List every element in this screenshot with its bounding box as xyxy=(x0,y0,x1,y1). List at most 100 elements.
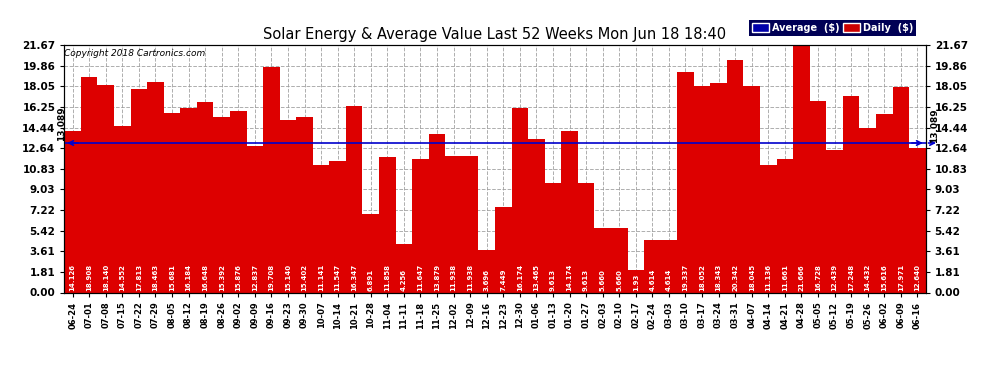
Text: 19.708: 19.708 xyxy=(268,264,274,291)
Bar xyxy=(197,102,214,292)
Text: 5.660: 5.660 xyxy=(616,269,623,291)
Text: 18.463: 18.463 xyxy=(152,264,158,291)
Bar xyxy=(330,160,346,292)
Bar xyxy=(859,128,876,292)
Text: 18.045: 18.045 xyxy=(748,264,754,291)
Bar xyxy=(760,165,776,292)
Text: 16.184: 16.184 xyxy=(185,264,192,291)
Text: 13.879: 13.879 xyxy=(434,264,440,291)
Text: 11.938: 11.938 xyxy=(450,264,456,291)
Bar xyxy=(429,134,446,292)
Text: 14.174: 14.174 xyxy=(566,263,572,291)
Bar xyxy=(64,131,81,292)
Bar xyxy=(362,214,379,292)
Text: 18.908: 18.908 xyxy=(86,264,92,291)
Text: 12.439: 12.439 xyxy=(832,264,838,291)
Bar xyxy=(313,165,330,292)
Text: 13.465: 13.465 xyxy=(534,264,540,291)
Bar xyxy=(611,228,628,292)
Bar xyxy=(660,240,677,292)
Bar xyxy=(677,72,694,292)
Bar xyxy=(810,102,827,292)
Bar xyxy=(462,156,478,292)
Bar xyxy=(263,68,280,292)
Text: 14.126: 14.126 xyxy=(69,264,75,291)
Bar xyxy=(97,86,114,292)
Text: 15.876: 15.876 xyxy=(236,264,242,291)
Text: 16.648: 16.648 xyxy=(202,264,208,291)
Text: Copyright 2018 Cartronics.com: Copyright 2018 Cartronics.com xyxy=(64,49,206,58)
Text: 11.858: 11.858 xyxy=(384,264,390,291)
Bar xyxy=(131,89,148,292)
Bar xyxy=(512,108,528,292)
Bar xyxy=(412,159,429,292)
Text: 11.938: 11.938 xyxy=(467,264,473,291)
Text: 7.449: 7.449 xyxy=(500,268,506,291)
Text: 13.089: 13.089 xyxy=(57,106,66,141)
Bar xyxy=(528,139,545,292)
Bar xyxy=(230,111,247,292)
Text: 18.052: 18.052 xyxy=(699,264,705,291)
Bar xyxy=(628,270,644,292)
Bar xyxy=(743,86,760,292)
Bar xyxy=(163,113,180,292)
Text: 15.140: 15.140 xyxy=(285,264,291,291)
Bar xyxy=(114,126,131,292)
Text: 9.613: 9.613 xyxy=(550,268,556,291)
Bar xyxy=(876,114,893,292)
Text: 17.248: 17.248 xyxy=(848,264,854,291)
Bar xyxy=(594,228,611,292)
Bar xyxy=(280,120,296,292)
Bar xyxy=(396,244,412,292)
Text: 14.552: 14.552 xyxy=(120,264,126,291)
Bar xyxy=(727,60,743,292)
Text: 11.647: 11.647 xyxy=(418,264,424,291)
Bar xyxy=(148,82,163,292)
Text: 11.136: 11.136 xyxy=(765,264,771,291)
Bar xyxy=(247,146,263,292)
Text: 19.337: 19.337 xyxy=(682,264,688,291)
Text: 11.141: 11.141 xyxy=(318,264,324,291)
Title: Solar Energy & Average Value Last 52 Weeks Mon Jun 18 18:40: Solar Energy & Average Value Last 52 Wee… xyxy=(263,27,727,42)
Text: 21.666: 21.666 xyxy=(798,264,805,291)
Text: 12.837: 12.837 xyxy=(251,264,257,291)
Bar xyxy=(776,159,793,292)
Bar xyxy=(644,240,660,292)
Text: 11.547: 11.547 xyxy=(335,264,341,291)
Text: 3.696: 3.696 xyxy=(484,269,490,291)
Text: 14.432: 14.432 xyxy=(864,264,870,291)
Text: 9.613: 9.613 xyxy=(583,268,589,291)
Bar xyxy=(793,45,810,292)
Bar xyxy=(495,207,512,292)
Bar xyxy=(842,96,859,292)
Text: 1.93: 1.93 xyxy=(633,273,639,291)
Text: 18.343: 18.343 xyxy=(716,264,722,291)
Text: 15.681: 15.681 xyxy=(169,264,175,291)
Bar xyxy=(446,156,462,292)
Bar xyxy=(544,183,561,292)
Bar xyxy=(379,157,396,292)
Text: 15.402: 15.402 xyxy=(302,264,308,291)
Bar xyxy=(893,87,909,292)
Text: 12.640: 12.640 xyxy=(915,264,921,291)
Bar xyxy=(694,86,711,292)
Bar xyxy=(711,83,727,292)
Legend: Average  ($), Daily  ($): Average ($), Daily ($) xyxy=(748,20,917,36)
Text: 15.616: 15.616 xyxy=(881,264,887,291)
Text: 13.089: 13.089 xyxy=(930,108,939,143)
Text: 4.256: 4.256 xyxy=(401,269,407,291)
Bar xyxy=(296,117,313,292)
Text: 17.971: 17.971 xyxy=(898,264,904,291)
Text: 15.392: 15.392 xyxy=(219,264,225,291)
Text: 5.660: 5.660 xyxy=(600,269,606,291)
Bar xyxy=(81,76,97,292)
Text: 4.614: 4.614 xyxy=(666,268,672,291)
Text: 4.614: 4.614 xyxy=(649,268,655,291)
Bar xyxy=(214,117,230,292)
Text: 20.342: 20.342 xyxy=(733,264,739,291)
Bar xyxy=(346,106,362,292)
Bar xyxy=(909,148,926,292)
Text: 17.813: 17.813 xyxy=(136,264,142,291)
Bar xyxy=(827,150,842,292)
Text: 18.140: 18.140 xyxy=(103,264,109,291)
